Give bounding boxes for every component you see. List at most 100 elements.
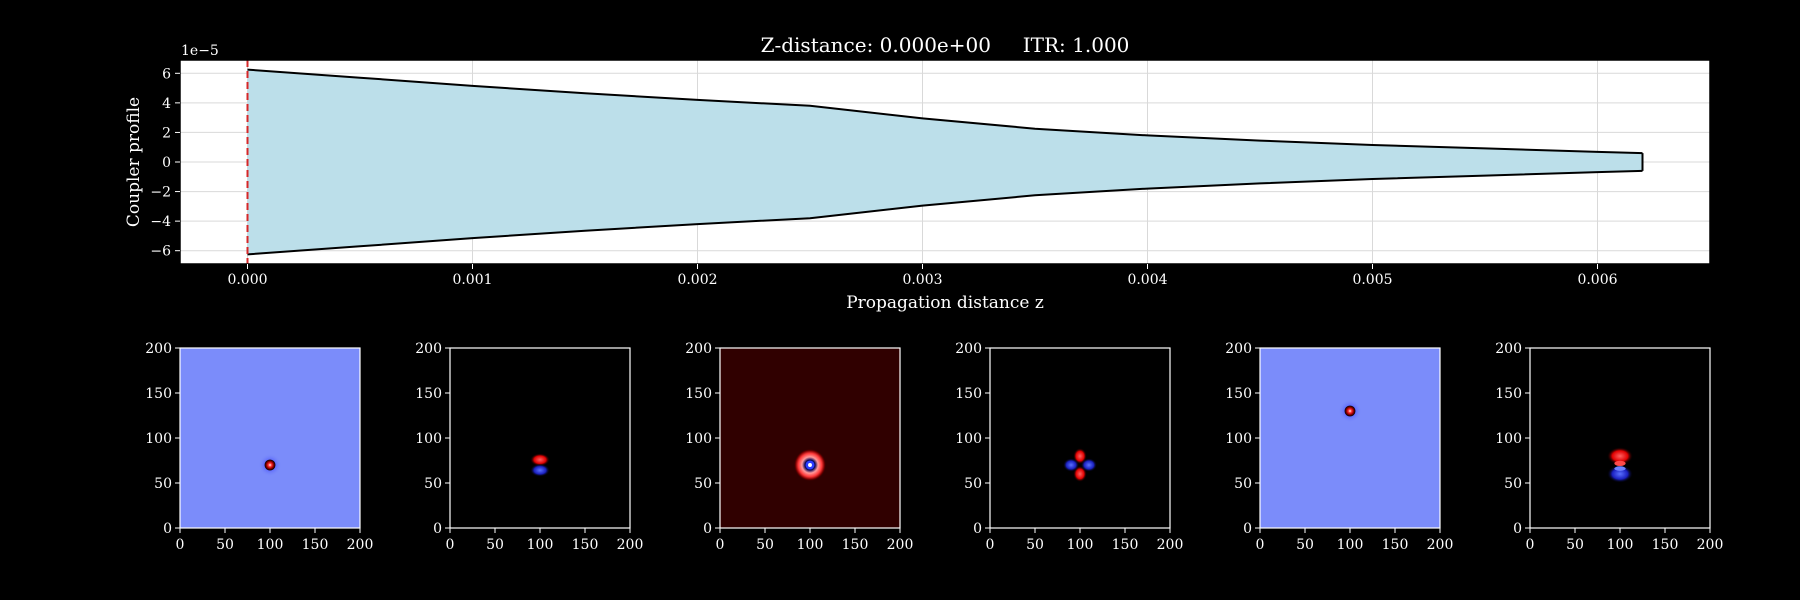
figure-title: Z-distance: 0.000e+00 ITR: 1.000: [761, 33, 1130, 57]
y-tick-label: 6: [162, 66, 171, 82]
x-tick-label: 150: [302, 537, 329, 553]
x-tick-label: 50: [486, 537, 504, 553]
y-tick-label: −2: [150, 185, 171, 201]
x-tick-label: 200: [1157, 537, 1184, 553]
field-core: [1614, 466, 1626, 471]
x-tick-label: 200: [1427, 537, 1454, 553]
x-tick-label: 50: [216, 537, 234, 553]
field-core: [264, 459, 276, 471]
y-tick-label: 50: [424, 476, 442, 492]
x-tick-label: 50: [1566, 537, 1584, 553]
x-tick-label: 150: [572, 537, 599, 553]
x-tick-label: 0: [176, 537, 185, 553]
heatmap-field: [1338, 399, 1362, 423]
field-lobe-negative: [530, 463, 550, 477]
x-tick-label: 0: [1526, 537, 1535, 553]
y-tick-label: 0: [433, 521, 442, 537]
y-tick-label: 200: [1495, 341, 1522, 357]
x-tick-label: 0.001: [452, 272, 492, 288]
x-tick-label: 50: [1296, 537, 1314, 553]
y-tick-label: 100: [955, 431, 982, 447]
field-lobe-positive: [1607, 447, 1633, 465]
y-tick-label: 0: [1513, 521, 1522, 537]
y-tick-label: 200: [145, 341, 172, 357]
x-tick-label: 200: [1697, 537, 1724, 553]
field-core: [1614, 460, 1626, 466]
y-tick-label: 200: [1225, 341, 1252, 357]
y-tick-label: 150: [1495, 386, 1522, 402]
y-tick-label: 200: [685, 341, 712, 357]
heatmap-field: [793, 448, 827, 482]
y-tick-label: 50: [154, 476, 172, 492]
x-tick-label: 100: [527, 537, 554, 553]
y-tick-label: 2: [162, 125, 171, 141]
x-tick-label: 100: [797, 537, 824, 553]
y-tick-label: 50: [1234, 476, 1252, 492]
coupler-profile-plot: 0.000 0.001 0.002 0.003 0.004 0.005 0.006 −6 −4 −…: [124, 43, 1711, 313]
mode-panel-1: 00 50 50 100 100 150 150 200 200: [145, 341, 373, 553]
x-tick-label: 100: [1337, 537, 1364, 553]
x-axis-label: Propagation distance z: [846, 293, 1044, 313]
y-tick-label: −4: [150, 214, 171, 230]
x-tick-label: 0: [446, 537, 455, 553]
mode-panel-6: 00 50 50 100 100 150 150 200 200: [1495, 341, 1723, 553]
y-tick-label: 50: [1504, 476, 1522, 492]
x-tick-label: 0.002: [677, 272, 717, 288]
x-tick-label: 0.004: [1127, 272, 1167, 288]
y-tick-label: 100: [415, 431, 442, 447]
x-tick-label: 200: [617, 537, 644, 553]
x-tick-label: 0.003: [902, 272, 942, 288]
x-tick-label: 150: [842, 537, 869, 553]
y-tick-label: 150: [145, 386, 172, 402]
y-tick-label: 100: [685, 431, 712, 447]
y-tick-label: 0: [703, 521, 712, 537]
y-axis-label: Coupler profile: [124, 97, 144, 227]
heatmap-background: [1260, 348, 1440, 528]
field-core: [1344, 405, 1356, 417]
mode-field-panels: 0050501001001501502002000050501001001501…: [145, 341, 1723, 553]
y-tick-label: 200: [955, 341, 982, 357]
x-tick-label: 200: [887, 537, 914, 553]
x-tick-label: 0: [986, 537, 995, 553]
heatmap-background: [990, 348, 1170, 528]
heatmap-field: [1607, 447, 1633, 483]
y-tick-label: 150: [415, 386, 442, 402]
x-tick-label: 150: [1652, 537, 1679, 553]
y-tick-label: −6: [150, 244, 171, 260]
y-tick-label: 150: [685, 386, 712, 402]
x-tick-label: 100: [1607, 537, 1634, 553]
coupler-fill-area: [247, 69, 1643, 255]
y-tick-label: 200: [415, 341, 442, 357]
mode-panel-5: 00 50 50 100 100 150 150 200 200: [1225, 341, 1453, 553]
mode-panel-4: 00 50 50 100 100 150 150 200 200: [955, 341, 1183, 553]
x-tick-label: 0.005: [1352, 272, 1392, 288]
x-tick-label: 50: [1026, 537, 1044, 553]
y-tick-label: 50: [694, 476, 712, 492]
y-tick-label: 4: [162, 96, 171, 112]
x-tick-label: 100: [1067, 537, 1094, 553]
field-lobe-negative: [1607, 465, 1633, 483]
lower-profile-line: [247, 169, 1643, 256]
x-tick-label: 0: [716, 537, 725, 553]
y-tick-label: 100: [1495, 431, 1522, 447]
y-scale-label: 1e−5: [181, 43, 219, 59]
heatmap-background: [180, 348, 360, 528]
field-center: [808, 463, 812, 467]
y-tick-label: 0: [973, 521, 982, 537]
heatmap-field: [258, 453, 282, 477]
y-tick-label: 100: [1225, 431, 1252, 447]
y-tick-label: 0: [1243, 521, 1252, 537]
mode-panel-3: 00 50 50 100 100 150 150 200 200: [685, 341, 913, 553]
upper-profile-line: [247, 68, 1643, 155]
x-tick-label: 100: [257, 537, 284, 553]
y-tick-label: 150: [1225, 386, 1252, 402]
heatmap-field: [530, 453, 550, 477]
field-lobe-negative: [1062, 458, 1080, 472]
y-tick-label: 50: [964, 476, 982, 492]
heatmap-background: [720, 348, 900, 528]
field-lobe-negative: [1080, 458, 1098, 472]
heatmap-field: [1062, 447, 1098, 483]
x-tick-label: 0.006: [1577, 272, 1617, 288]
y-tick-label: 0: [163, 521, 172, 537]
